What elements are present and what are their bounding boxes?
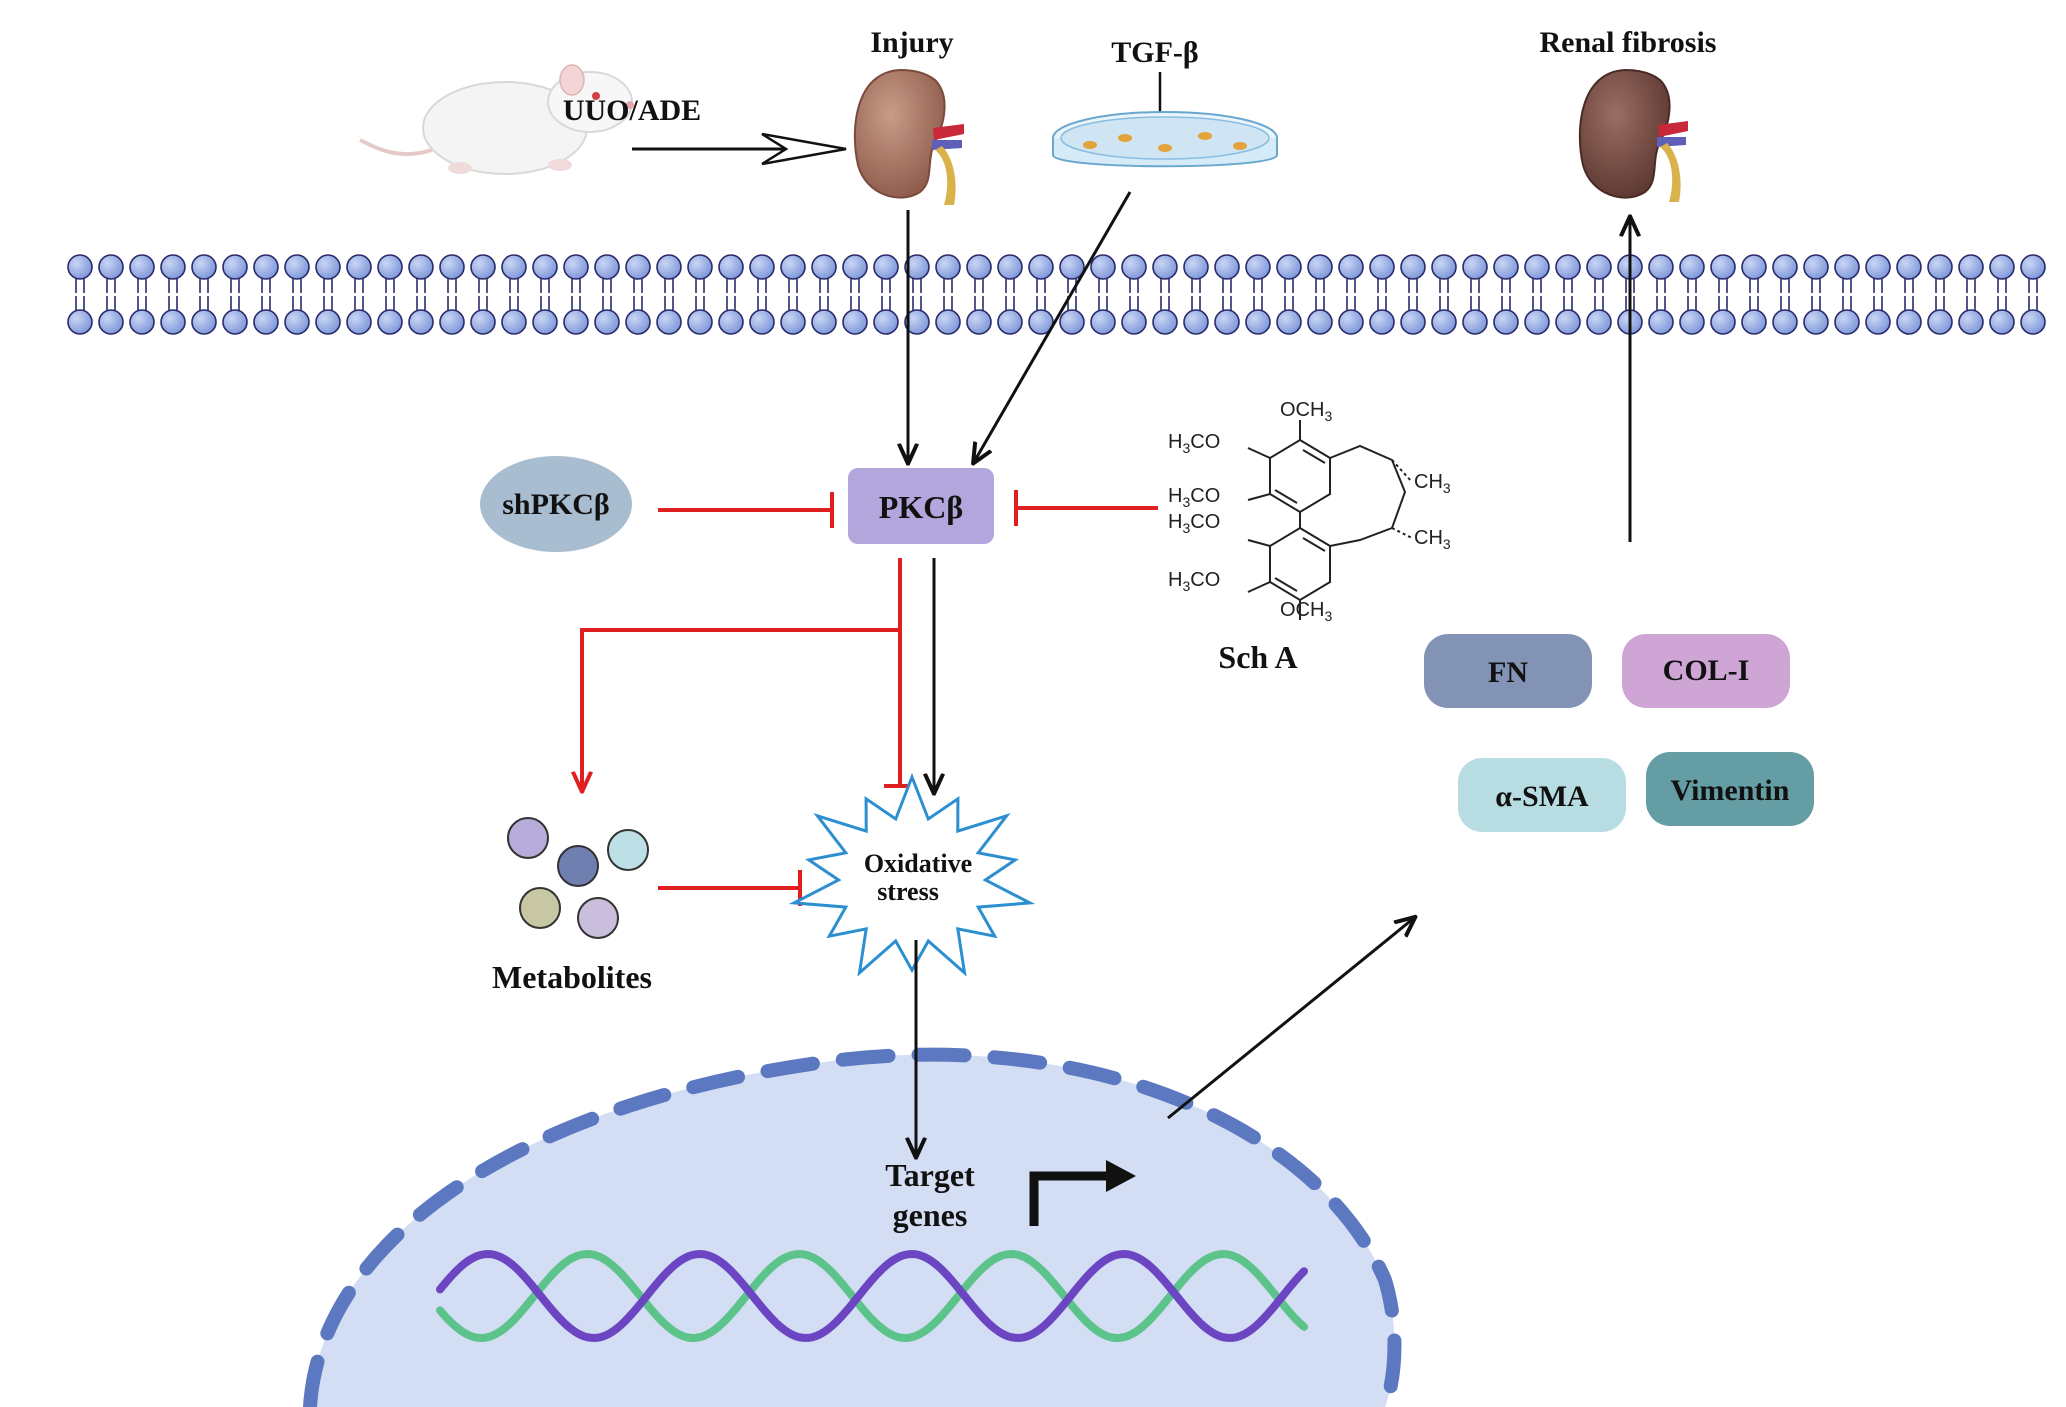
metabolites-icon [507,817,649,939]
svg-text:OCH3: OCH3 [1280,399,1332,424]
genes-to-markers-arrow [1167,918,1414,1120]
kidney-icon [853,68,964,205]
svg-text:H3CO: H3CO [1168,511,1220,536]
marker-fn-label: FN [1488,656,1528,689]
pkc-inhibit-oxidative-arrow [884,630,916,788]
metabolites-label: Metabolites [492,959,652,995]
marker-vimentin: Vimentin [1646,752,1814,826]
schisandrin-a-structure [1247,420,1413,620]
oxidative-line2: stress [877,877,939,906]
dna-helix-icon [436,1249,1308,1343]
marker-vimentin-label: Vimentin [1671,774,1790,807]
injury-label: Injury [870,26,953,59]
oxidative-line1: Oxidative [864,849,972,878]
marker-fn: FN [1424,634,1592,708]
pkc-node: PKCβ [848,468,994,544]
fibrotic-kidney-icon [1578,68,1688,202]
target-genes-line2: genes [893,1197,968,1233]
scha-inhibit-arrow [1014,490,1158,526]
marker-a-sma: α-SMA [1458,758,1626,832]
tgf-label: TGF-β [1111,36,1198,69]
uuo-ade-label: UUO/ADE [563,94,701,127]
svg-text:H3CO: H3CO [1168,485,1220,510]
svg-text:H3CO: H3CO [1168,569,1220,594]
metabolites-inhibit-arrow [658,870,802,906]
uuo-arrow [632,132,847,166]
rat-icon [359,64,634,175]
transcription-start-icon [1029,1160,1136,1226]
schisandrin-a-atoms: OCH3 H3CO H3CO H3CO H3CO CH3 CH3 OCH3 [1168,399,1451,624]
tgf-to-pkc-arrow [974,191,1132,462]
target-genes-line1: Target [885,1157,975,1193]
marker-a-sma-label: α-SMA [1495,780,1589,813]
cell-membrane [67,254,2046,335]
petri-dish-icon [1052,111,1278,168]
oxidative-stress-node: Oxidative stress [788,772,1036,977]
sch-a-label: Sch A [1218,639,1297,675]
nucleus [303,1047,1402,1407]
renal-fibrosis-label: Renal fibrosis [1540,26,1717,59]
svg-text:CH3: CH3 [1414,471,1451,496]
shpkc-label: shPKCβ [502,488,610,521]
svg-text:OCH3: OCH3 [1280,599,1332,624]
shpkc-node: shPKCβ [480,456,632,552]
shpkc-inhibit-arrow [658,492,834,528]
marker-col-i-label: COL-I [1663,654,1750,687]
marker-col-i: COL-I [1622,634,1790,708]
svg-text:H3CO: H3CO [1168,431,1220,456]
pkc-label: PKCβ [879,489,963,525]
svg-text:CH3: CH3 [1414,527,1451,552]
pkc-to-metabolites-arrow [582,558,902,790]
